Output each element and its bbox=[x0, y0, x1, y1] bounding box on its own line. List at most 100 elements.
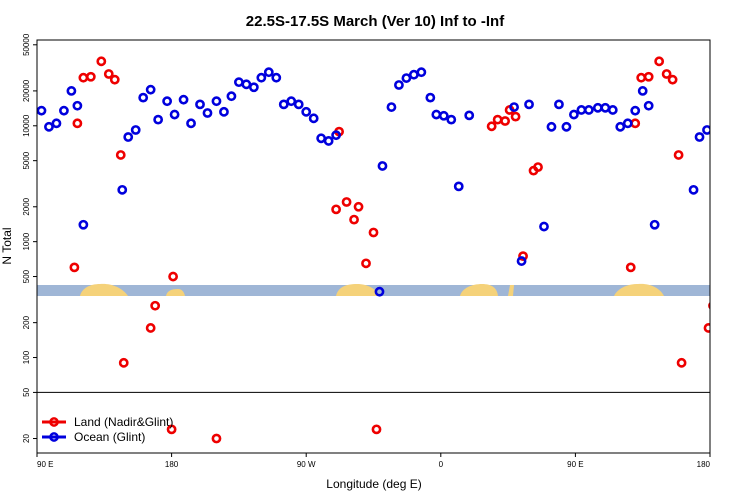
ocean-point-70 bbox=[702, 125, 710, 135]
ocean-point-26 bbox=[263, 67, 274, 78]
y-tick-label-20: 20 bbox=[22, 434, 31, 443]
land-point-11 bbox=[166, 424, 177, 435]
legend-ocean-label: Ocean (Glint) bbox=[74, 430, 145, 444]
ocean-point-30 bbox=[293, 99, 304, 110]
map-land-patch-3 bbox=[336, 284, 380, 296]
land-point-19 bbox=[361, 258, 371, 269]
ocean-point-6 bbox=[78, 219, 89, 230]
ocean-point-17 bbox=[195, 99, 205, 110]
ocean-point-25 bbox=[256, 72, 267, 83]
x-axis-label: Longitude (deg E) bbox=[326, 477, 421, 491]
land-point-5 bbox=[103, 69, 114, 79]
land-point-13 bbox=[211, 433, 222, 444]
ocean-point-23 bbox=[241, 79, 252, 90]
ocean-point-28 bbox=[278, 99, 289, 110]
land-point-16 bbox=[341, 197, 352, 207]
land-point-9 bbox=[145, 323, 156, 333]
land-point-24 bbox=[500, 116, 511, 126]
legend-item-land: Land (Nadir&Glint) bbox=[42, 415, 173, 429]
ocean-point-18 bbox=[202, 108, 213, 118]
data-points bbox=[37, 56, 740, 444]
ocean-point-9 bbox=[130, 125, 141, 135]
legend-ocean-swatch-marker bbox=[49, 432, 59, 442]
ocean-point-13 bbox=[162, 96, 173, 107]
land-point-18 bbox=[353, 201, 364, 212]
x-tick-label-1: 180 bbox=[165, 460, 179, 469]
land-point-39 bbox=[703, 323, 710, 333]
land-point-30 bbox=[625, 262, 636, 273]
longitude-map-strip bbox=[37, 283, 710, 296]
ocean-point-74 bbox=[733, 98, 740, 105]
x-tick-label-4: 90 E bbox=[567, 460, 583, 469]
ocean-point-72 bbox=[718, 86, 725, 93]
ocean-point-66 bbox=[643, 100, 654, 111]
ocean-point-36 bbox=[374, 286, 385, 297]
ocean-point-16 bbox=[186, 118, 196, 129]
land-point-37 bbox=[673, 150, 684, 160]
ocean-point-45 bbox=[438, 110, 449, 121]
land-point-3 bbox=[85, 71, 96, 82]
ocean-point-47 bbox=[453, 181, 464, 192]
land-point-26 bbox=[510, 111, 521, 122]
ocean-point-49 bbox=[509, 102, 519, 112]
ocean-point-29 bbox=[286, 96, 297, 107]
ocean-point-50 bbox=[516, 256, 527, 266]
plot-frame bbox=[36, 39, 711, 454]
ocean-point-32 bbox=[308, 113, 319, 124]
land-point-22 bbox=[486, 121, 497, 132]
x-axis: 90 E 180 90 W 0 90 E 180 bbox=[36, 453, 711, 469]
y-axis: 20 50 100 200 500 1000 2000 5000 10000 20000 50000 bbox=[22, 33, 37, 443]
land-point-31 bbox=[630, 118, 641, 129]
ocean-point-39 bbox=[394, 80, 404, 90]
legend-land-label: Land (Nadir&Glint) bbox=[74, 415, 173, 429]
ocean-point-48 bbox=[464, 110, 475, 121]
land-point-8 bbox=[118, 357, 129, 368]
ocean-point-56 bbox=[569, 109, 579, 120]
ocean-point-58 bbox=[583, 105, 594, 115]
ocean-point-41 bbox=[408, 69, 419, 80]
ocean-point-14 bbox=[169, 109, 180, 120]
y-tick-label-10000: 10000 bbox=[22, 114, 31, 137]
ocean-point-59 bbox=[592, 102, 603, 113]
ocean-point-27 bbox=[271, 72, 282, 83]
ocean-point-5 bbox=[72, 100, 83, 111]
ocean-point-34 bbox=[323, 136, 334, 146]
ocean-point-54 bbox=[554, 99, 564, 110]
y-tick-label-50000: 50000 bbox=[22, 33, 31, 56]
ocean-point-63 bbox=[622, 118, 633, 129]
x-tick-label-3: 0 bbox=[439, 460, 444, 469]
land-point-1 bbox=[72, 118, 83, 129]
land-point-12 bbox=[168, 271, 178, 282]
ocean-point-2 bbox=[51, 118, 62, 129]
land-point-6 bbox=[109, 74, 120, 85]
land-point-38 bbox=[676, 357, 687, 368]
land-point-36 bbox=[667, 74, 678, 85]
land-point-10 bbox=[150, 300, 161, 311]
ocean-point-71 bbox=[709, 95, 710, 100]
ocean-point-37 bbox=[377, 161, 388, 171]
ocean-point-68 bbox=[688, 184, 699, 195]
map-land-patch-5 bbox=[508, 285, 514, 296]
ocean-point-15 bbox=[178, 94, 189, 105]
y-axis-label: N Total bbox=[0, 227, 14, 264]
ocean-point-20 bbox=[219, 106, 229, 117]
ocean-point-8 bbox=[123, 132, 134, 142]
land-point-29 bbox=[533, 162, 543, 173]
ocean-point-19 bbox=[211, 96, 222, 107]
land-point-27 bbox=[518, 251, 528, 262]
ocean-point-12 bbox=[153, 114, 164, 125]
y-tick-label-1000: 1000 bbox=[22, 232, 31, 250]
ocean-point-53 bbox=[546, 121, 557, 132]
map-land-patch-6 bbox=[614, 283, 664, 296]
ocean-point-22 bbox=[233, 77, 244, 88]
ocean-point-65 bbox=[637, 86, 648, 96]
ocean-point-61 bbox=[607, 105, 618, 115]
legend-land-swatch-marker bbox=[49, 417, 59, 427]
land-point-17 bbox=[349, 214, 359, 225]
ocean-point-46 bbox=[446, 114, 457, 125]
y-tick-label-500: 500 bbox=[22, 269, 31, 283]
land-point-21 bbox=[371, 424, 382, 435]
ocean-point-69 bbox=[694, 132, 705, 142]
land-point-7 bbox=[115, 150, 126, 160]
